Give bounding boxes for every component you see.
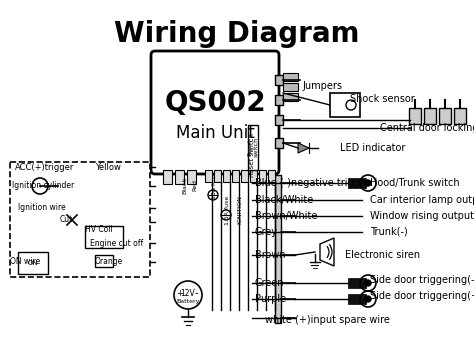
Text: Brown: Brown <box>255 250 286 260</box>
Text: Yellow: Yellow <box>95 163 121 171</box>
Text: Window rising output(-): Window rising output(-) <box>370 211 474 221</box>
Bar <box>348 278 366 288</box>
Text: ON wire: ON wire <box>10 257 40 267</box>
Text: Orange: Orange <box>95 257 123 267</box>
Text: Wiring Diagram: Wiring Diagram <box>114 20 360 48</box>
Bar <box>259 170 266 182</box>
Bar <box>275 138 283 148</box>
Bar <box>85 226 123 248</box>
Bar <box>275 175 281 323</box>
Bar <box>348 294 366 304</box>
Text: Electronic siren: Electronic siren <box>345 250 420 260</box>
Bar <box>175 170 184 184</box>
Bar <box>241 170 248 182</box>
Text: ON: ON <box>27 260 38 266</box>
Bar <box>232 170 239 182</box>
Text: Engine cut off: Engine cut off <box>90 239 143 247</box>
Text: Black: Black <box>182 176 188 193</box>
Bar <box>409 108 421 124</box>
Bar <box>275 95 283 105</box>
Text: Shock sensor: Shock sensor <box>350 94 415 104</box>
Bar <box>187 170 196 184</box>
Text: ACC(+)trigger: ACC(+)trigger <box>15 163 74 171</box>
Text: Central door locking: Central door locking <box>380 123 474 133</box>
Bar <box>275 115 283 125</box>
Text: Brown/White: Brown/White <box>255 211 318 221</box>
Text: HV Coil: HV Coil <box>85 225 113 235</box>
Bar <box>10 162 150 277</box>
Text: Car interior lamp output(-): Car interior lamp output(-) <box>370 195 474 205</box>
Text: Hood/Trunk switch: Hood/Trunk switch <box>370 178 460 188</box>
Text: 1.5A fuse: 1.5A fuse <box>226 195 230 225</box>
Text: Reset
switch: Reset switch <box>247 137 258 157</box>
Bar <box>330 93 360 117</box>
Bar <box>283 83 298 91</box>
Text: Cut: Cut <box>60 215 73 224</box>
Text: Red: Red <box>192 179 198 191</box>
Bar <box>250 170 257 182</box>
Text: -: - <box>194 288 198 298</box>
Bar <box>18 252 48 274</box>
Text: Green: Green <box>255 278 284 288</box>
Text: Black/White: Black/White <box>255 195 313 205</box>
Bar <box>439 108 451 124</box>
Text: Blue (-)negative trigger: Blue (-)negative trigger <box>255 178 370 188</box>
Circle shape <box>365 280 371 286</box>
Text: 12V: 12V <box>181 289 195 297</box>
Bar <box>424 108 436 124</box>
Bar <box>268 170 275 182</box>
Text: Trunk(-): Trunk(-) <box>370 227 408 237</box>
Text: Jumpers: Jumpers <box>302 81 342 91</box>
Text: +: + <box>176 289 183 297</box>
Bar <box>163 170 172 184</box>
Bar <box>283 73 298 81</box>
Text: Grey: Grey <box>255 227 278 237</box>
Text: 10A fuse: 10A fuse <box>212 171 218 199</box>
Bar <box>248 125 258 170</box>
Bar <box>275 75 283 85</box>
Text: Ignition wire: Ignition wire <box>18 203 66 213</box>
Bar <box>454 108 466 124</box>
Text: LED indicator: LED indicator <box>340 143 405 153</box>
Text: Ignition cylinder: Ignition cylinder <box>12 181 74 191</box>
Text: Purple: Purple <box>255 294 286 304</box>
Text: Side door triggering(+): Side door triggering(+) <box>370 291 474 301</box>
Text: Main Unit: Main Unit <box>176 124 255 142</box>
Bar <box>223 170 230 182</box>
Text: QS002: QS002 <box>164 89 266 117</box>
Circle shape <box>365 296 371 302</box>
Text: IGNITION: IGNITION <box>237 196 243 224</box>
Text: white (+)input spare wire: white (+)input spare wire <box>265 315 390 325</box>
Circle shape <box>365 180 371 186</box>
Polygon shape <box>320 238 334 266</box>
Bar <box>348 178 366 188</box>
Text: Reset switch: Reset switch <box>249 133 255 177</box>
FancyBboxPatch shape <box>151 51 279 174</box>
Text: Side door triggering(-): Side door triggering(-) <box>370 275 474 285</box>
Text: Battery: Battery <box>176 299 200 304</box>
Bar <box>283 93 298 101</box>
Bar <box>95 255 113 267</box>
Bar <box>214 170 221 182</box>
Polygon shape <box>298 143 309 153</box>
Bar <box>205 170 212 182</box>
